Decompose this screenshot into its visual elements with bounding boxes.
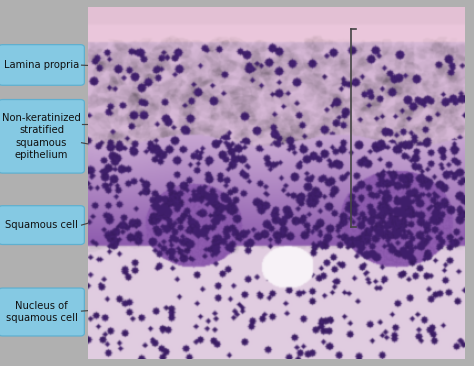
FancyBboxPatch shape bbox=[0, 45, 84, 85]
FancyBboxPatch shape bbox=[0, 206, 84, 244]
Text: Nucleus of
squamous cell: Nucleus of squamous cell bbox=[6, 301, 77, 323]
FancyBboxPatch shape bbox=[0, 100, 84, 173]
Text: Lamina propria: Lamina propria bbox=[4, 60, 79, 70]
Text: Squamous cell: Squamous cell bbox=[5, 220, 78, 230]
Text: Non-keratinized
stratified
squamous
epithelium: Non-keratinized stratified squamous epit… bbox=[2, 113, 81, 160]
FancyBboxPatch shape bbox=[0, 288, 84, 336]
